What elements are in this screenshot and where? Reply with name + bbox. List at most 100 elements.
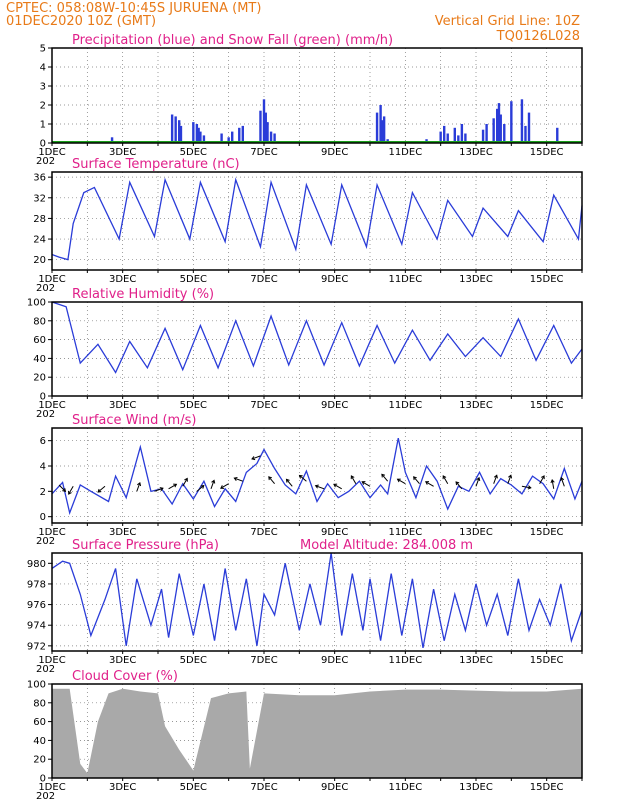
x-year-stub: 202: [36, 791, 55, 800]
series-line: [51, 177, 583, 261]
x-year-stub: 202: [36, 156, 55, 167]
precip-bar: [520, 99, 524, 143]
wind-arrow: [455, 481, 463, 490]
wind-arrow: [475, 477, 480, 487]
panel-frame: [51, 47, 583, 144]
wind-arrow-head: [251, 456, 256, 461]
x-tick-label: 15DEC: [530, 782, 564, 793]
wind-arrow: [68, 486, 74, 495]
panel-frame: [51, 427, 583, 524]
x-tick-label: 5DEC: [180, 527, 207, 538]
series-line: [51, 438, 583, 516]
wind-arrow: [521, 485, 531, 489]
x-tick-label: 13DEC: [459, 400, 493, 411]
wind-arrow-head: [550, 479, 555, 484]
x-tick-label: 9DEC: [321, 147, 348, 158]
wind-arrow-head: [184, 477, 188, 482]
precip-bar: [174, 116, 177, 143]
wind-arrow: [551, 479, 555, 489]
precip-bar: [264, 112, 267, 143]
y-tick-label: 974: [27, 621, 46, 632]
panel-frame: [51, 171, 583, 271]
y-tick-label: 60: [33, 717, 46, 728]
panel-annotation: Model Altitude: 284.008 m: [300, 538, 473, 553]
series-line: [51, 552, 583, 649]
wind-arrow-head: [333, 483, 338, 488]
x-tick-label: 1DEC: [38, 147, 65, 158]
x-tick-label: 11DEC: [388, 274, 422, 285]
wind-arrow: [560, 477, 565, 487]
panel-title: Relative Humidity (%): [72, 287, 214, 302]
y-tick-label: 4: [40, 63, 46, 74]
x-year-stub: 202: [36, 409, 55, 420]
precip-bar: [197, 127, 200, 143]
wind-arrow: [210, 480, 215, 489]
wind-arrow-head: [350, 475, 355, 480]
header-run-code: TQ0126L028: [496, 29, 580, 44]
precip-bar: [192, 122, 195, 143]
y-tick-label: 32: [33, 193, 46, 204]
x-tick-label: 9DEC: [321, 655, 348, 666]
x-tick-label: 1DEC: [38, 782, 65, 793]
x-tick-label: 13DEC: [459, 782, 493, 793]
precip-bar: [453, 127, 456, 143]
wind-arrow-head: [200, 484, 205, 489]
x-tick-label: 13DEC: [459, 655, 493, 666]
x-tick-label: 7DEC: [250, 400, 277, 411]
panel-frame: [51, 683, 583, 779]
x-tick-label: 13DEC: [459, 274, 493, 285]
wind-arrow: [286, 479, 293, 487]
y-tick-label: 6: [40, 436, 46, 447]
wind-arrow-head: [298, 474, 303, 479]
precip-bar: [481, 129, 485, 143]
wind-arrow-head: [560, 476, 565, 482]
y-tick-label: 20: [33, 255, 46, 266]
wind-arrow: [196, 485, 205, 492]
x-tick-label: 9DEC: [321, 400, 348, 411]
wind-arrow-head: [97, 488, 102, 493]
precip-bar: [179, 125, 183, 143]
y-tick-label: 40: [33, 736, 46, 747]
y-tick-label: 978: [27, 579, 46, 590]
y-tick-label: 1: [40, 120, 46, 131]
wind-arrow-head: [68, 490, 72, 495]
panel-title: Cloud Cover (%): [72, 669, 178, 684]
y-tick-label: 972: [27, 641, 46, 652]
x-tick-label: 5DEC: [180, 274, 207, 285]
x-tick-label: 1DEC: [38, 655, 65, 666]
x-tick-label: 5DEC: [180, 782, 207, 793]
precip-bar: [375, 112, 379, 143]
x-tick-label: 11DEC: [388, 655, 422, 666]
wind-arrow: [381, 473, 389, 482]
panel-title: Surface Pressure (hPa): [72, 538, 219, 553]
precip-bar: [269, 131, 273, 143]
precip-bar: [241, 125, 244, 143]
header-grid-note: Vertical Grid Line: 10Z: [435, 14, 580, 29]
x-tick-label: 7DEC: [250, 527, 277, 538]
wind-arrow: [136, 482, 141, 492]
precip-bar: [227, 137, 230, 143]
x-tick-label: 11DEC: [388, 782, 422, 793]
x-tick-label: 15DEC: [530, 274, 564, 285]
y-tick-label: 40: [33, 354, 46, 365]
wind-arrow-head: [233, 476, 238, 481]
x-tick-label: 9DEC: [321, 782, 348, 793]
x-tick-label: 3DEC: [109, 274, 136, 285]
x-tick-label: 9DEC: [321, 527, 348, 538]
precip-bar: [524, 125, 527, 143]
precip-bar: [499, 114, 502, 143]
series-line: [51, 301, 583, 374]
x-tick-label: 7DEC: [250, 274, 277, 285]
wind-arrow-head: [424, 481, 430, 485]
precip-bar: [178, 120, 181, 143]
wind-arrow-head: [476, 476, 481, 482]
y-tick-label: 80: [33, 316, 46, 327]
precip-bar: [460, 124, 464, 143]
precip-bar: [527, 112, 531, 143]
wind-arrow-head: [527, 485, 532, 490]
x-tick-label: 3DEC: [109, 782, 136, 793]
precip-bar: [439, 131, 442, 143]
wind-arrow: [425, 481, 434, 487]
precip-bar: [379, 105, 382, 143]
y-tick-label: 0: [40, 512, 46, 523]
